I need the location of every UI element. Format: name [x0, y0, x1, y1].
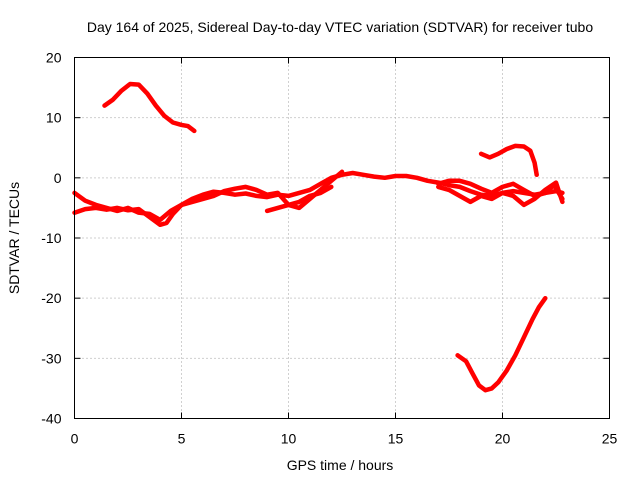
series-arc-8 — [455, 295, 548, 393]
x-tick-label: 5 — [178, 431, 186, 447]
x-tick-label: 25 — [602, 431, 618, 447]
y-tick-label: -30 — [41, 350, 61, 366]
x-tick-label: 15 — [388, 431, 404, 447]
series-arc-6 — [436, 180, 565, 208]
tick-layer: 0 5 10 15 20 25 -40 -30 -20 -10 0 10 20 — [41, 50, 617, 447]
series-arc-1 — [102, 81, 197, 134]
y-tick-label: -10 — [41, 230, 61, 246]
y-axis-label: SDTVAR / TECUs — [6, 182, 22, 294]
x-tick-label: 0 — [71, 431, 79, 447]
chart-title: Day 164 of 2025, Sidereal Day-to-day VTE… — [87, 19, 594, 35]
y-tick-label: 0 — [54, 170, 62, 186]
series-arc-5 — [436, 178, 565, 202]
x-axis-label: GPS time / hours — [287, 457, 394, 473]
x-tick-label: 10 — [281, 431, 297, 447]
series-arc-4 — [264, 184, 334, 214]
grid-layer — [74, 57, 610, 419]
series-arc-3 — [72, 169, 345, 223]
x-tick-label: 20 — [495, 431, 511, 447]
y-tick-label: 10 — [46, 110, 62, 126]
y-tick-label: 20 — [46, 50, 62, 66]
series-arc-7 — [478, 143, 539, 178]
y-tick-label: -20 — [41, 290, 61, 306]
y-tick-label: -40 — [41, 411, 61, 427]
series-layer — [72, 81, 565, 393]
